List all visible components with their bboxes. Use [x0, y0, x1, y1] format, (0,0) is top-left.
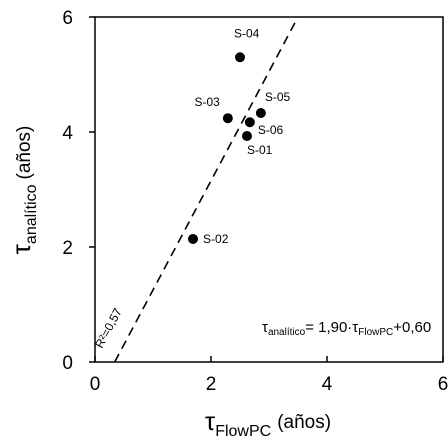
x-symbol: τ [205, 406, 216, 436]
point-label: S-05 [265, 90, 291, 104]
y-unit: (años) [14, 126, 35, 180]
x-axis-label: τFlowPC (años) [205, 406, 331, 440]
y-subscript: analítico [23, 184, 40, 244]
eq-lhs: τ [262, 319, 268, 336]
point-label: S-04 [234, 26, 260, 40]
x-subscript: FlowPC [215, 423, 271, 440]
r2-label: R²=0,57 [92, 306, 125, 351]
x-tick-label: 0 [90, 374, 101, 395]
y-tick-label: 2 [62, 238, 73, 259]
data-point [255, 108, 266, 119]
eq-middle: = 1,90·τ [305, 319, 358, 336]
data-point [188, 233, 199, 244]
trendline [114, 16, 299, 363]
y-tick-label: 4 [62, 123, 73, 144]
point-label: S-02 [203, 232, 229, 246]
data-point [222, 113, 233, 124]
x-tick-label: 4 [322, 374, 333, 395]
eq-tail: +0,60 [393, 319, 431, 336]
plot-frame [94, 16, 444, 363]
x-tick-label: 6 [438, 374, 448, 395]
x-unit: (años) [277, 412, 331, 433]
point-label: S-06 [258, 123, 284, 137]
point-label: S-01 [247, 143, 273, 157]
eq-rhs-sub: FlowPC [358, 327, 393, 338]
data-point [241, 131, 252, 142]
eq-lhs-sub: analítico [268, 327, 306, 338]
y-symbol: τ [6, 243, 36, 254]
data-point [235, 52, 245, 63]
equation: τanalítico= 1,90·τFlowPC+0,60 [262, 319, 431, 338]
data-point [244, 117, 255, 128]
y-axis-label: τanalítico (años) [6, 126, 40, 255]
y-tick-label: 6 [62, 8, 73, 29]
x-tick-label: 2 [206, 374, 217, 395]
y-tick-label: 0 [62, 353, 73, 374]
point-label: S-03 [194, 95, 220, 109]
